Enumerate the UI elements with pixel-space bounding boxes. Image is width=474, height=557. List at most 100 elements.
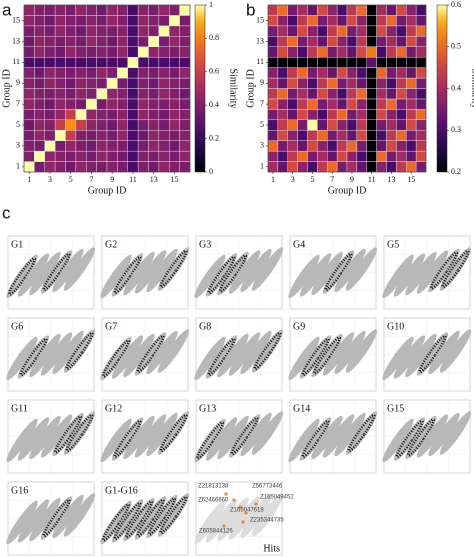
heatmap-cell [96,56,108,68]
heatmap-cell [34,140,45,152]
y-tick-label: 1 [260,162,264,171]
heatmap-cell [169,161,180,173]
thumbnail [288,235,378,310]
hit-dot [244,511,248,515]
panel-title: G6 [11,321,23,332]
highlight-stripe [101,503,131,542]
stripe [63,329,96,373]
heatmap-cell [179,56,191,68]
heatmap-cell [23,88,35,100]
heatmap-cell [415,88,427,100]
heatmap-cell [117,56,128,68]
heatmap-cell [44,109,56,121]
heatmap-cell [346,161,358,173]
x-tick-label: 3 [48,175,52,184]
stripe [228,414,261,458]
heatmap-cell [307,161,318,173]
heatmap-cell [179,67,191,79]
heatmap-cell [396,36,407,47]
heatmap-cell [158,109,170,121]
stripe [29,497,61,542]
heatmap-cell [406,88,417,100]
heatmap-cell [287,130,298,141]
x-tick-label: 5 [69,175,73,184]
heatmap-cell [366,150,377,162]
heatmap-cell [346,150,358,162]
heatmap-cell [386,25,397,37]
heatmap-cell [307,77,318,89]
stripe [322,332,355,376]
thumbnail [382,235,472,310]
panel-label: a [2,0,12,19]
y-tick-label: 5 [16,120,20,129]
stripe [146,412,178,457]
stripe [194,500,226,545]
heatmap-cell [366,109,377,121]
heatmap-cell [54,25,66,37]
x-tick-label: 1 [271,175,275,184]
heatmap-cell [169,15,180,27]
heatmap-cell [148,119,160,131]
heatmap-cell [137,46,149,58]
heatmap-cell [267,161,279,173]
heatmap-cell [406,140,417,152]
heatmap-cell [65,67,77,79]
heatmap-cell [75,119,87,131]
stripe [311,333,343,378]
heatmap-cell [277,109,288,121]
stripe [288,254,320,299]
y-tick-label: 15 [12,15,20,24]
heatmap-cell [65,98,77,110]
heatmap-cell [396,150,407,162]
heatmap-cell [148,36,160,47]
panel-title: G4 [293,239,305,250]
stripe [334,330,366,375]
highlight-stripe [429,251,459,290]
stripe [100,500,132,545]
heatmap-cell [23,77,35,89]
stripe [6,418,38,463]
heatmap-cell [148,25,160,37]
heatmap-cell [169,67,180,79]
colorbar-tick-label: 0.4 [451,83,461,92]
heatmap-cell [96,67,108,79]
heatmap-cell [106,150,118,162]
stripe [194,418,226,463]
heatmap-cell [65,119,77,131]
heatmap-cell [23,150,35,162]
stripe [240,412,272,457]
heatmap-cell [137,150,149,162]
thumbnail [100,235,190,310]
heatmap-cell [307,109,318,121]
heatmap-cell [336,67,348,79]
stripe [217,415,249,460]
heatmap-cell [169,4,180,16]
stripe [134,332,167,376]
stripe [29,251,61,296]
heatmap-cell [106,140,118,152]
stripe [205,253,238,297]
stripe [322,250,355,294]
stripe [405,251,437,296]
heatmap-cell [366,130,377,141]
heatmap-cell [65,56,77,68]
stripe [194,336,226,381]
heatmap-cell [386,140,397,152]
heatmap-cell [75,130,87,141]
heatmap-cell [406,36,417,47]
stripe [111,253,144,297]
heatmap-cell [179,15,191,27]
heatmap-cell [44,4,56,16]
y-tick-label: 13 [12,36,20,45]
stripe [134,250,167,294]
heatmap-cell [336,161,348,173]
heatmap-cell [287,25,298,37]
stripe [251,329,284,373]
heatmap-cell [106,67,118,79]
heatmap-cell [317,161,328,173]
heatmap-cell [277,130,288,141]
heatmap-cell [366,36,377,47]
heatmap-cell [297,98,308,110]
heatmap-cell [179,98,191,110]
x-tick-label: 15 [170,175,178,184]
